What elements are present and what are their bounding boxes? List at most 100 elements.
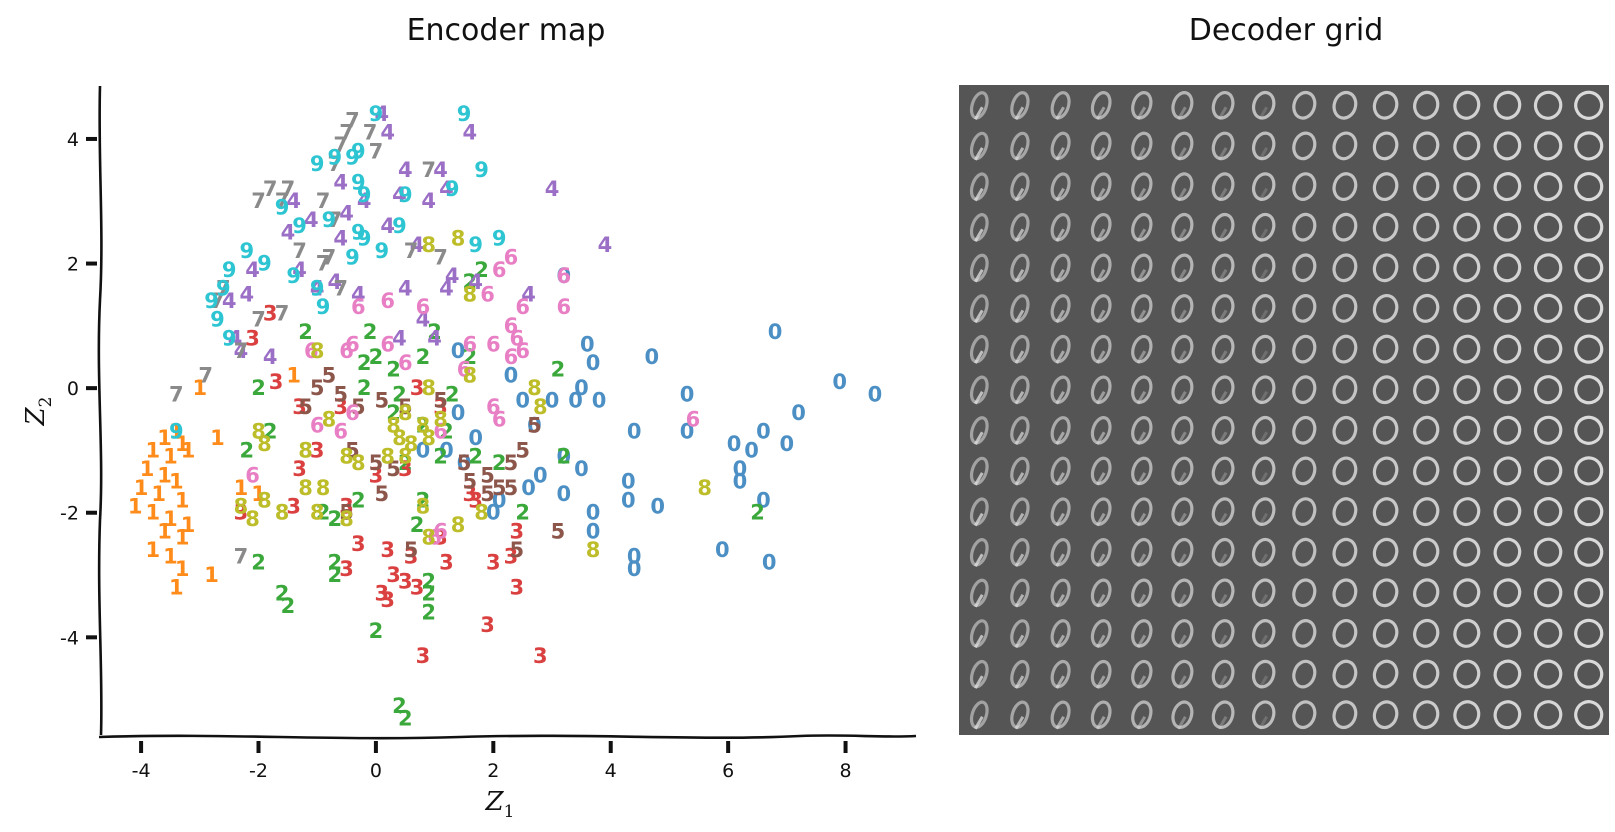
scatter-point-digit-0: 0 [451,339,466,363]
scatter-point-digit-4: 4 [392,326,407,350]
decoder-cell [1413,456,1440,486]
decoder-cell [1251,537,1276,567]
scatter-point-digit-8: 8 [421,376,436,400]
scatter-point-digit-2: 2 [251,551,266,575]
decoder-cell [1574,212,1604,242]
decoder-cell [1171,619,1194,649]
decoder-cell [969,253,989,283]
scatter-point-digit-5: 5 [374,389,389,413]
scatter-point-digit-5: 5 [345,438,360,462]
decoder-cell [1332,375,1358,405]
scatter-point-digit-0: 0 [756,420,771,444]
scatter-point-digit-0: 0 [521,476,536,500]
scatter-point-digit-1: 1 [169,420,184,444]
decoder-cell [1574,90,1604,120]
scatter-point-digit-9: 9 [474,158,489,182]
scatter-point-digit-7: 7 [281,177,296,201]
decoder-cell [1131,294,1153,324]
scatter-point-digit-4: 4 [292,258,307,282]
decoder-cell [969,659,989,689]
decoder-cell [1372,131,1399,161]
scatter-point-digit-5: 5 [492,476,507,500]
decoder-cell [1010,497,1030,527]
scatter-point-digit-6: 6 [504,245,519,269]
y-axis-ticks: 4 2 0 -2 -4 [60,129,97,649]
scatter-point-digit-0: 0 [868,382,883,406]
decoder-cell [1171,497,1194,527]
decoder-cell [1292,619,1317,648]
x-axis-line [98,734,917,740]
y-tick-label: 2 [67,254,79,276]
scatter-point-digit-0: 0 [627,544,642,568]
decoder-cell [969,538,989,567]
scatter-point-digit-0: 0 [756,488,771,512]
y-axis-label-subscript: 2 [36,397,56,408]
scatter-point-digit-2: 2 [357,376,372,400]
scatter-point-digit-7: 7 [234,544,249,568]
decoder-cell [1372,375,1399,405]
scatter-point-digit-0: 0 [574,376,589,400]
scatter-point-digit-8: 8 [298,438,313,462]
decoder-grid-cells [969,90,1604,730]
scatter-point-digit-1: 1 [134,476,149,500]
decoder-cell [1493,497,1522,527]
scatter-point-digit-5: 5 [351,395,366,419]
scatter-point-digit-4: 4 [439,277,454,301]
scatter-point-digit-8: 8 [421,426,436,450]
decoder-cell [1050,213,1071,242]
decoder-cell [1533,659,1563,689]
decoder-cell [1211,212,1235,242]
scatter-point-digit-4: 4 [351,283,366,307]
decoder-cell [1010,213,1030,242]
decoder-cell [1010,456,1030,486]
scatter-point-digit-4: 4 [327,270,342,294]
decoder-cell [1090,456,1112,486]
decoder-cell [1413,497,1440,527]
y-tick-label: -4 [60,627,79,649]
scatter-point-digit-8: 8 [533,395,548,419]
decoder-cell [1372,334,1399,364]
scatter-point-digit-4: 4 [333,171,348,195]
scatter-point-digit-6: 6 [504,345,519,369]
scatter-point-digit-5: 5 [404,538,419,562]
scatter-point-digit-5: 5 [457,451,472,475]
scatter-point-digit-0: 0 [527,414,542,438]
scatter-point-digit-6: 6 [339,339,354,363]
scatter-point-digit-2: 2 [421,582,436,606]
decoder-cell [1413,375,1440,405]
scatter-point-digit-0: 0 [762,551,777,575]
scatter-point-digit-8: 8 [527,376,542,400]
scatter-point-digit-7: 7 [198,364,213,388]
decoder-cell [1211,131,1235,161]
scatter-point-digit-0: 0 [533,463,548,487]
scatter-point-digit-2: 2 [327,551,342,575]
scatter-point-digit-7: 7 [169,382,184,406]
scatter-point-digit-0: 0 [468,426,483,450]
scatter-point-digit-3: 3 [234,501,249,525]
scatter-point-digit-6: 6 [556,295,571,319]
scatter-point-digit-9: 9 [457,102,472,126]
scatter-point-digit-0: 0 [768,320,783,344]
scatter-point-digit-3: 3 [533,644,548,668]
scatter-point-digit-1: 1 [169,470,184,494]
decoder-cell [1372,700,1399,730]
decoder-cell [1453,497,1481,527]
scatter-point-digit-7: 7 [263,177,278,201]
decoder-cell [1211,334,1235,364]
scatter-point-digit-1: 1 [169,576,184,600]
scatter-point-digit-2: 2 [750,501,765,525]
scatter-point-digit-3: 3 [292,395,307,419]
decoder-cell [1574,618,1604,649]
decoder-cell [1171,700,1194,730]
scatter-point-digit-2: 2 [327,563,342,587]
decoder-cell [1010,131,1030,161]
scatter-point-digit-7: 7 [322,245,337,269]
decoder-cell [1050,619,1071,649]
scatter-point-digit-7: 7 [333,133,348,157]
y-axis-label: Z2 [21,397,56,427]
decoder-cell [1533,456,1563,486]
scatter-point-digit-5: 5 [339,501,354,525]
scatter-point-digit-2: 2 [239,438,254,462]
scatter-point-digit-1: 1 [175,488,190,512]
